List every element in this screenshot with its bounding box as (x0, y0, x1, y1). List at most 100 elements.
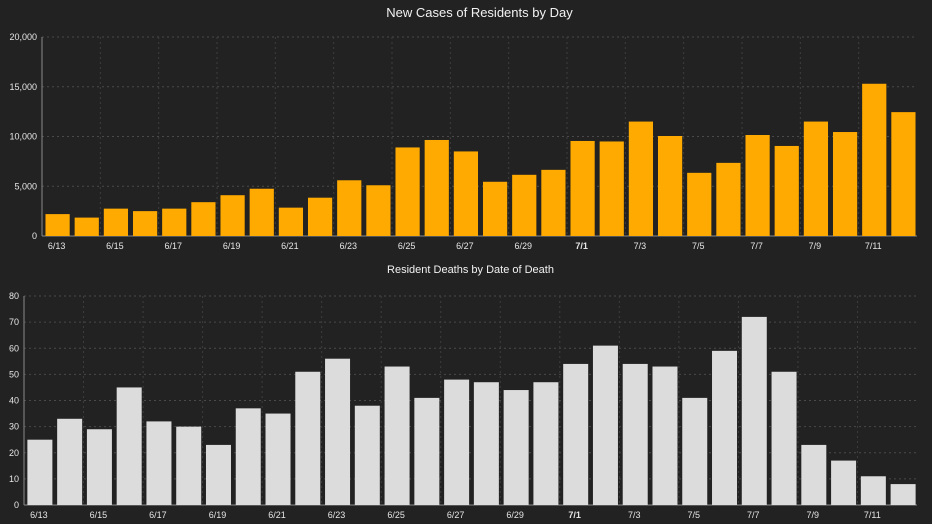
cases-x-tick-label: 6/27 (456, 241, 474, 251)
cases-y-tick-label: 10,000 (9, 132, 37, 142)
cases-x-tick-label: 7/11 (865, 241, 882, 251)
cases-bar-6-26 (424, 139, 449, 236)
cases-bar-7-11 (862, 83, 887, 236)
cases-bar-6-16 (132, 211, 158, 236)
cases-bar-6-24 (366, 185, 391, 236)
cases-bar-6-19 (220, 195, 245, 236)
deaths-y-tick-label: 70 (9, 317, 19, 327)
cases-bar-7-8 (774, 145, 799, 236)
cases-y-tick-label: 20,000 (9, 32, 37, 42)
cases-x-tick-label: 7/1 (575, 241, 588, 251)
deaths-y-tick-label: 20 (9, 448, 19, 458)
cases-bar-6-27 (453, 151, 479, 236)
deaths-bar-6-14 (57, 418, 83, 505)
cases-bar-6-17 (162, 208, 187, 236)
deaths-y-tick-label: 40 (9, 396, 19, 406)
cases-x-tick-label: 6/17 (164, 241, 182, 251)
deaths-chart-title: Resident Deaths by Date of Death (387, 264, 554, 276)
deaths-bar-7-11 (860, 476, 886, 505)
deaths-x-tick-label: 7/9 (807, 510, 820, 520)
deaths-bar-7-4 (652, 366, 678, 505)
deaths-x-tick-label: 6/19 (209, 510, 227, 520)
cases-bar-6-14 (74, 217, 99, 236)
deaths-x-tick-label: 6/21 (268, 510, 286, 520)
deaths-y-tick-label: 10 (9, 474, 19, 484)
deaths-bar-6-26 (414, 397, 440, 505)
cases-x-tick-label: 6/15 (106, 241, 124, 251)
deaths-x-tick-label: 7/11 (864, 510, 881, 520)
deaths-bar-7-8 (771, 371, 797, 505)
deaths-bar-6-27 (444, 379, 470, 505)
cases-bar-7-7 (745, 135, 770, 236)
deaths-bar-6-18 (176, 426, 202, 505)
cases-bar-7-1 (570, 140, 595, 236)
cases-y-tick-label: 5,000 (14, 181, 37, 191)
cases-bar-6-25 (395, 147, 420, 236)
deaths-bar-7-10 (831, 460, 857, 505)
cases-x-tick-label: 6/19 (223, 241, 241, 251)
deaths-bar-6-15 (86, 429, 112, 505)
deaths-bar-6-19 (205, 444, 231, 505)
deaths-x-tick-label: 7/7 (747, 510, 760, 520)
cases-x-tick-label: 6/23 (339, 241, 357, 251)
deaths-x-tick-label: 7/3 (628, 510, 641, 520)
cases-bar-7-12 (891, 112, 916, 236)
deaths-bar-7-6 (712, 350, 738, 505)
cases-bar-7-5 (687, 172, 712, 236)
deaths-x-tick-label: 6/17 (149, 510, 167, 520)
cases-bar-7-2 (599, 141, 624, 236)
cases-bar-6-15 (103, 208, 129, 236)
deaths-bar-7-7 (741, 316, 767, 505)
deaths-x-tick-label: 6/25 (387, 510, 405, 520)
deaths-bar-6-22 (295, 371, 321, 505)
cases-bar-7-3 (628, 121, 654, 236)
deaths-bar-6-17 (146, 421, 172, 505)
deaths-x-tick-label: 6/27 (447, 510, 465, 520)
deaths-x-tick-label: 6/29 (506, 510, 524, 520)
cases-bar-6-21 (278, 207, 304, 236)
cases-bar-6-23 (337, 180, 362, 236)
cases-chart-title: New Cases of Residents by Day (386, 5, 573, 20)
deaths-bar-7-3 (622, 363, 648, 505)
cases-x-tick-label: 6/25 (398, 241, 416, 251)
deaths-bar-6-24 (354, 405, 380, 505)
deaths-bar-7-9 (801, 444, 827, 505)
deaths-y-tick-label: 0 (14, 500, 19, 510)
cases-bar-6-18 (191, 202, 216, 236)
deaths-y-tick-label: 60 (9, 343, 19, 353)
cases-bar-7-9 (803, 121, 829, 236)
deaths-bar-6-20 (235, 408, 261, 505)
cases-x-tick-label: 6/13 (48, 241, 66, 251)
cases-bar-6-30 (541, 169, 566, 236)
cases-y-tick-label: 0 (32, 231, 37, 241)
deaths-x-tick-label: 6/13 (30, 510, 48, 520)
deaths-y-tick-label: 50 (9, 369, 19, 379)
cases-bar-6-22 (307, 197, 333, 236)
cases-bar-6-20 (249, 188, 274, 236)
deaths-x-tick-label: 6/15 (90, 510, 108, 520)
cases-y-tick-label: 15,000 (9, 82, 37, 92)
deaths-y-tick-label: 80 (9, 291, 19, 301)
cases-x-tick-label: 6/21 (281, 241, 299, 251)
cases-bar-6-28 (482, 181, 508, 236)
deaths-bar-7-12 (890, 484, 916, 505)
deaths-bar-7-5 (682, 397, 708, 505)
deaths-bar-6-23 (325, 358, 351, 505)
cases-bar-7-6 (716, 162, 741, 236)
cases-x-tick-label: 7/7 (750, 241, 763, 251)
deaths-x-tick-label: 7/1 (568, 510, 581, 520)
cases-bar-7-4 (657, 136, 683, 236)
cases-bar-7-10 (832, 132, 858, 236)
deaths-bar-6-25 (384, 366, 410, 505)
cases-x-tick-label: 7/3 (634, 241, 647, 251)
deaths-bar-7-1 (563, 363, 589, 505)
deaths-bar-6-13 (27, 439, 53, 505)
deaths-bar-6-21 (265, 413, 291, 505)
cases-x-tick-label: 7/5 (692, 241, 705, 251)
cases-bar-6-13 (45, 214, 70, 236)
deaths-x-tick-label: 7/5 (687, 510, 700, 520)
cases-bar-6-29 (512, 174, 537, 236)
deaths-bar-6-30 (533, 382, 559, 505)
deaths-bar-6-29 (503, 390, 529, 505)
